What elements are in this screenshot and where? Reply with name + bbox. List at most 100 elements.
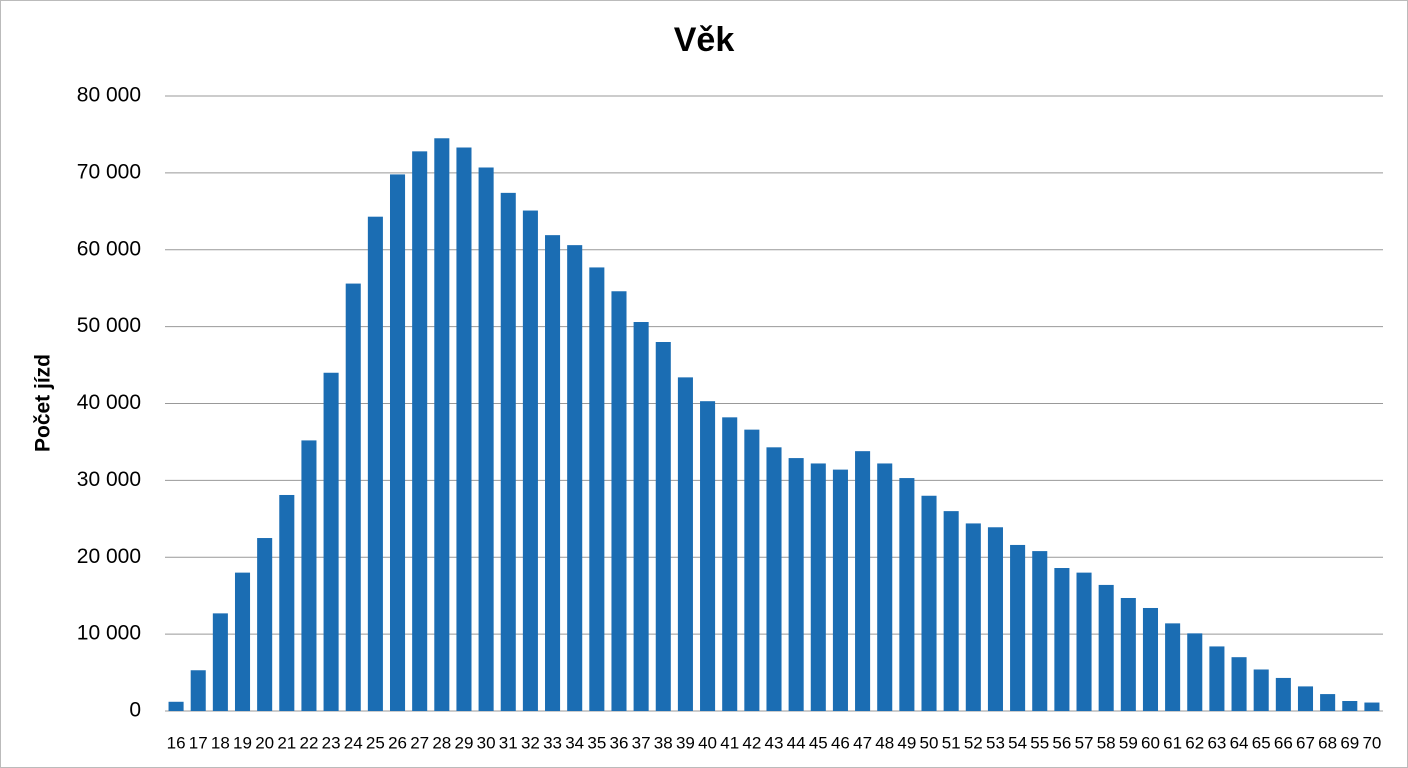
x-tick-label: 55 bbox=[1030, 733, 1049, 752]
x-tick-label: 20 bbox=[255, 733, 274, 752]
x-tick-label: 51 bbox=[942, 733, 961, 752]
x-tick-label: 33 bbox=[543, 733, 562, 752]
bar bbox=[965, 523, 981, 711]
bar bbox=[700, 401, 716, 711]
x-tick-label: 65 bbox=[1252, 733, 1271, 752]
bar bbox=[323, 372, 339, 711]
bar bbox=[1054, 568, 1070, 711]
y-tick-label: 70 000 bbox=[77, 160, 141, 183]
y-tick-label: 0 bbox=[129, 699, 141, 722]
x-tick-label: 47 bbox=[853, 733, 872, 752]
y-tick-label: 50 000 bbox=[77, 314, 141, 337]
y-tick-label: 10 000 bbox=[77, 622, 141, 645]
bar bbox=[389, 174, 406, 712]
bar bbox=[500, 192, 516, 712]
x-tick-label: 25 bbox=[366, 733, 385, 752]
x-tick-label: 54 bbox=[1008, 733, 1027, 752]
x-tick-label: 67 bbox=[1296, 733, 1315, 752]
bar bbox=[1165, 623, 1181, 711]
bar bbox=[190, 670, 206, 711]
bar bbox=[1364, 702, 1380, 711]
bar bbox=[412, 151, 428, 712]
chart-title: Věk bbox=[674, 21, 735, 59]
bar bbox=[1209, 646, 1225, 711]
bar bbox=[744, 429, 760, 711]
y-tick-label: 60 000 bbox=[77, 237, 141, 260]
x-tick-label: 68 bbox=[1318, 733, 1337, 752]
bar bbox=[722, 417, 738, 711]
bar bbox=[855, 451, 871, 711]
bar bbox=[168, 701, 184, 711]
x-tick-label: 59 bbox=[1119, 733, 1138, 752]
x-tick-label: 43 bbox=[765, 733, 784, 752]
bar bbox=[877, 463, 893, 711]
x-tick-label: 21 bbox=[277, 733, 296, 752]
x-tick-label: 48 bbox=[875, 733, 894, 752]
bar bbox=[943, 511, 959, 711]
bar bbox=[279, 494, 295, 711]
x-tick-label: 32 bbox=[521, 733, 540, 752]
bar bbox=[987, 527, 1003, 711]
x-tick-label: 46 bbox=[831, 733, 850, 752]
x-tick-label: 19 bbox=[233, 733, 252, 752]
bar bbox=[545, 235, 561, 712]
x-tick-label: 70 bbox=[1362, 733, 1381, 752]
bar bbox=[1120, 597, 1136, 711]
x-tick-label: 38 bbox=[654, 733, 673, 752]
x-tick-label: 57 bbox=[1075, 733, 1094, 752]
bar bbox=[522, 210, 538, 711]
x-tick-label: 50 bbox=[920, 733, 939, 752]
y-tick-label: 30 000 bbox=[77, 468, 141, 491]
x-tick-label: 31 bbox=[499, 733, 518, 752]
bar bbox=[788, 458, 804, 711]
bar bbox=[1187, 633, 1203, 711]
bar bbox=[589, 267, 605, 711]
x-tick-label: 16 bbox=[167, 733, 186, 752]
bar bbox=[921, 495, 937, 711]
x-tick-label: 52 bbox=[964, 733, 983, 752]
x-tick-label: 26 bbox=[388, 733, 407, 752]
bar bbox=[1098, 584, 1114, 711]
bar bbox=[257, 538, 273, 711]
x-tick-label: 40 bbox=[698, 733, 717, 752]
x-tick-label: 62 bbox=[1185, 733, 1204, 752]
bar bbox=[1076, 572, 1092, 711]
bar bbox=[367, 216, 383, 711]
bar bbox=[1010, 544, 1026, 711]
bar bbox=[345, 283, 361, 711]
bar bbox=[899, 478, 915, 711]
bar bbox=[301, 440, 317, 711]
x-tick-label: 35 bbox=[587, 733, 606, 752]
x-tick-label: 60 bbox=[1141, 733, 1160, 752]
x-tick-label: 64 bbox=[1230, 733, 1249, 752]
bar bbox=[478, 167, 494, 711]
bar bbox=[434, 138, 450, 711]
bar bbox=[1032, 551, 1048, 711]
x-tick-label: 45 bbox=[809, 733, 828, 752]
x-tick-label: 36 bbox=[610, 733, 629, 752]
bar bbox=[234, 572, 251, 711]
y-tick-label: 40 000 bbox=[77, 391, 141, 414]
bar bbox=[677, 377, 693, 711]
bar bbox=[1320, 694, 1336, 711]
x-tick-label: 53 bbox=[986, 733, 1005, 752]
x-tick-label: 63 bbox=[1207, 733, 1226, 752]
bar bbox=[1142, 607, 1159, 711]
x-tick-label: 66 bbox=[1274, 733, 1293, 752]
x-tick-label: 27 bbox=[410, 733, 429, 752]
bar bbox=[655, 342, 671, 711]
bar bbox=[832, 469, 848, 711]
x-tick-label: 18 bbox=[211, 733, 230, 752]
bar bbox=[633, 322, 649, 711]
bar bbox=[567, 245, 583, 711]
bar bbox=[810, 463, 826, 711]
x-tick-label: 30 bbox=[477, 733, 496, 752]
x-tick-label: 37 bbox=[632, 733, 651, 752]
x-tick-label: 39 bbox=[676, 733, 695, 752]
bar bbox=[1297, 686, 1314, 711]
x-tick-label: 42 bbox=[742, 733, 761, 752]
bar bbox=[1342, 701, 1358, 711]
bar bbox=[212, 613, 228, 711]
x-tick-label: 49 bbox=[897, 733, 916, 752]
